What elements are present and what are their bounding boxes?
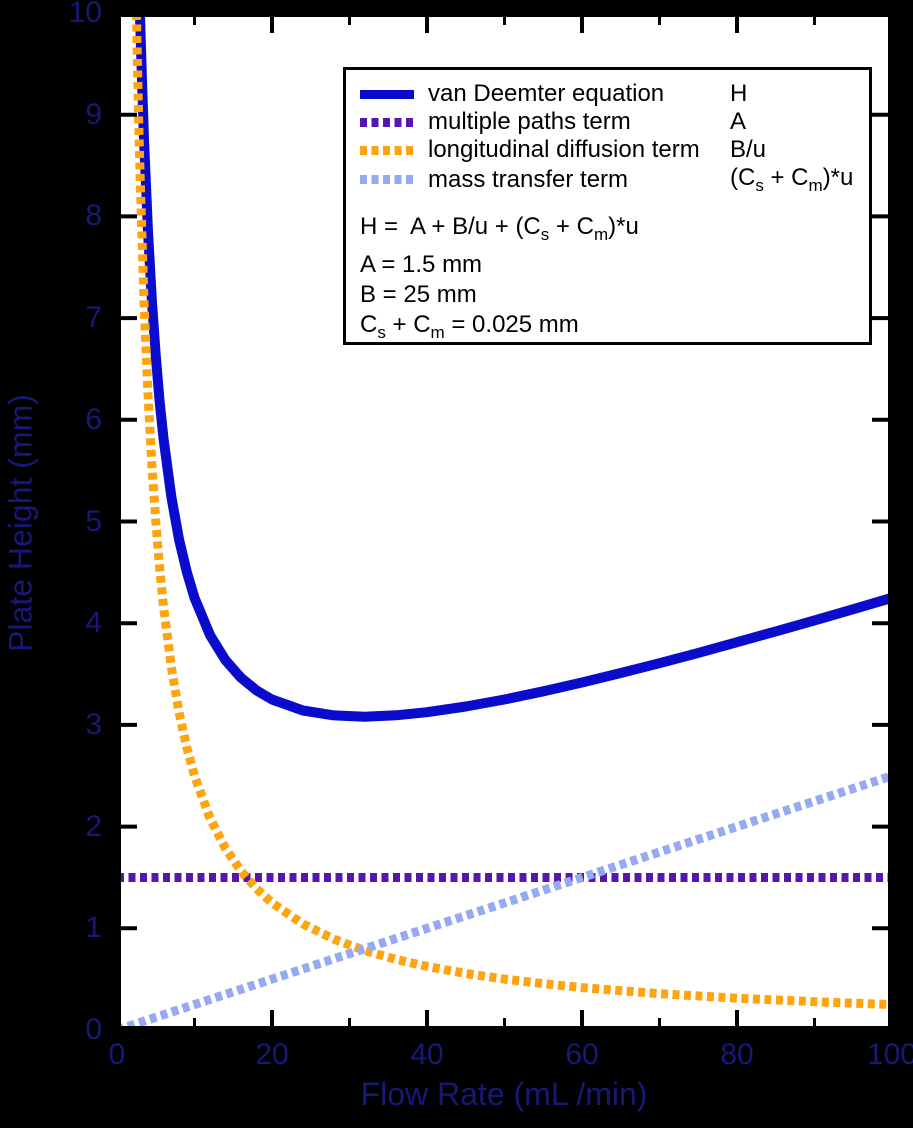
legend-entry: longitudinal diffusion term B/u (360, 136, 869, 164)
y-tick-label: 4 (85, 606, 102, 640)
y-tick-label: 3 (85, 707, 102, 741)
legend-entry: van Deemter equation H (360, 80, 869, 108)
y-tick-label: 1 (85, 911, 102, 945)
y-tick-label: 5 (85, 504, 102, 538)
series-mass-line (117, 771, 892, 1030)
equation-line: H = A + B/u + (Cs + Cm)*u (360, 213, 639, 244)
legend-entry: mass transfer term (Cs + Cm)*u (360, 164, 869, 195)
legend-entry-symbol: (Cs + Cm)*u (730, 164, 854, 195)
y-tick-label: 0 (85, 1013, 102, 1046)
equation-line: A = 1.5 mm (360, 250, 483, 278)
legend-entry-label: van Deemter equation (428, 80, 665, 107)
y-tick-label: 8 (85, 199, 102, 233)
legend-entry-label: longitudinal diffusion term (428, 136, 700, 163)
x-tick-label: 100 (866, 1038, 913, 1071)
equation-block: H = A + B/u + (Cs + Cm)*u A = 1.5 mm B = 2… (360, 212, 869, 348)
y-tick-label: 10 (68, 0, 102, 29)
x-tick-label: 0 (108, 1038, 126, 1071)
legend-entry-symbol: B/u (730, 136, 767, 163)
solid-line-swatch (360, 89, 414, 99)
y-tick-label: 2 (85, 809, 102, 843)
equation-line: B = 25 mm (360, 280, 477, 308)
legend-entry-symbol: H (730, 80, 748, 107)
y-tick-label: 6 (85, 402, 102, 436)
x-tick-label: 20 (255, 1038, 289, 1071)
x-tick-label: 60 (565, 1038, 599, 1071)
equation-line: Cs + Cm = 0.025 mm (360, 310, 579, 342)
legend-entry-symbol: A (730, 108, 747, 135)
series-van-line (134, 13, 892, 722)
y-tick-label: 9 (85, 97, 102, 131)
x-axis-title: Flow Rate (mL /min) (360, 1076, 648, 1112)
x-tick-label: 80 (720, 1038, 754, 1071)
legend-entry: multiple paths term A (360, 108, 869, 136)
x-tick-label: 40 (410, 1038, 444, 1071)
y-axis-title: Plate Height (mm) (2, 394, 39, 652)
dotted-line-swatch (360, 175, 414, 185)
legend-entry-label: mass transfer term (428, 165, 629, 193)
dotted-line-swatch (360, 145, 414, 155)
legend-entry-label: multiple paths term (428, 108, 631, 135)
dotted-line-swatch (360, 117, 414, 127)
series-longitudinal-line (131, 13, 892, 1010)
chart-canvas (117, 13, 892, 1030)
y-tick-label: 7 (85, 301, 102, 335)
